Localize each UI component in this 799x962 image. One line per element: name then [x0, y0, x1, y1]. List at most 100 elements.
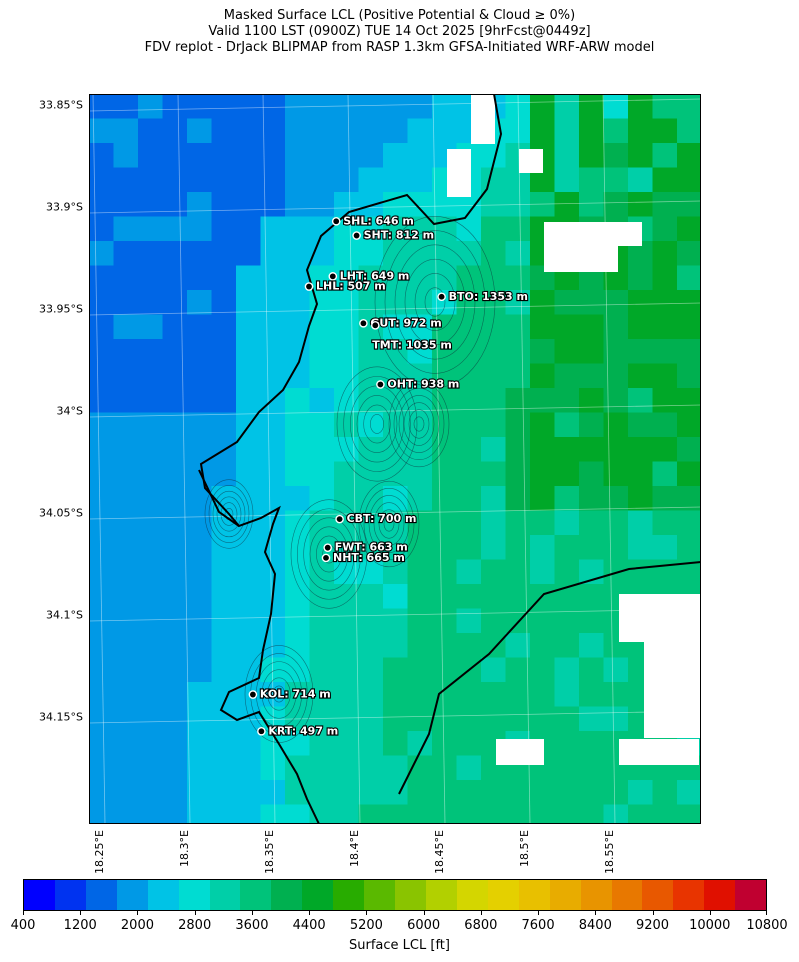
colorbar-tickmark	[251, 911, 253, 915]
colorbar-tickmark	[309, 911, 311, 915]
station-marker-shl	[331, 216, 341, 226]
station-oht[interactable]: OHT: 938 m	[376, 376, 460, 392]
station-marker-oht	[376, 380, 385, 389]
colorbar-segment	[54, 880, 86, 910]
station-bto[interactable]: BTO: 1353 m	[437, 289, 529, 304]
lon-label: 18.25°E	[93, 830, 106, 874]
colorbar-tickmark	[538, 911, 540, 915]
station-cbt[interactable]: CBT: 700 m	[335, 511, 418, 526]
colorbar-tickmark	[709, 911, 711, 915]
colorbar-tick-label: 8400	[578, 918, 612, 933]
station-marker-lhl	[304, 282, 314, 291]
station-label-krt: KRT: 497 m	[268, 724, 338, 737]
colorbar-tick-label: 10800	[746, 918, 788, 933]
station-marker-fwt	[323, 543, 332, 552]
map-area[interactable]: SHL: 646 m SHT: 812 m LHT: 649 m LHL: 507 m…	[89, 94, 701, 824]
colorbar-segment	[425, 880, 457, 910]
terrain-contours	[204, 215, 496, 743]
lat-label: 33.85°S	[39, 98, 83, 112]
colorbar-segment	[240, 880, 272, 910]
colorbar-segment	[271, 880, 303, 910]
colorbar-tick-label: 7600	[521, 918, 555, 933]
station-label-lhl: LHL: 507 m	[316, 280, 386, 293]
colorbar-segment	[704, 880, 736, 910]
station-label-gut: GUT: 972 m	[370, 316, 441, 329]
colorbar-tick-label: 2000	[120, 918, 154, 933]
colorbar-segment	[333, 880, 365, 910]
colorbar-tickmark	[194, 911, 196, 915]
lat-label: 34.05°S	[39, 506, 83, 520]
colorbar-tickmark	[595, 911, 597, 915]
station-marker-tmt	[370, 321, 380, 330]
title-line-2: Valid 1100 LST (0900Z) TUE 14 Oct 2025 […	[208, 24, 591, 39]
station-lht[interactable]: LHT: 649 m	[328, 268, 411, 283]
colorbar-segment	[178, 880, 210, 910]
station-lhl[interactable]: LHL: 507 m	[304, 278, 387, 294]
station-krt[interactable]: KRT: 497 m	[257, 723, 339, 738]
colorbar-segment	[85, 880, 117, 910]
station-tmt[interactable]: TMT: 1035 m	[370, 321, 453, 352]
station-label-tmt: TMT: 1035 m	[372, 338, 452, 351]
station-label-fwt: FWT: 663 m	[335, 541, 408, 554]
colorbar-segment	[518, 880, 550, 910]
masked-cells	[447, 94, 701, 765]
lon-label: 18.35°E	[263, 830, 276, 874]
station-marker-gut	[359, 318, 368, 328]
colorbar-label: Surface LCL [ft]	[349, 938, 450, 953]
colorbar-segment	[673, 880, 705, 910]
station-nht[interactable]: NHT: 665 m	[321, 550, 406, 565]
colorbar-segment	[147, 880, 179, 910]
colorbar-segment	[456, 880, 488, 910]
lat-label: 34.1°S	[46, 608, 83, 622]
colorbar-tickmark	[137, 911, 139, 915]
station-label-cbt: CBT: 700 m	[347, 512, 417, 525]
lon-label: 18.45°E	[433, 830, 446, 874]
colorbar-tickmark	[766, 911, 767, 915]
station-sht[interactable]: SHT: 812 m	[352, 227, 435, 243]
colorbar-tick-label: 1200	[63, 918, 97, 933]
colorbar-tickmark	[366, 911, 368, 915]
station-label-oht: OHT: 938 m	[387, 377, 459, 390]
colorbar-segment	[580, 880, 612, 910]
colorbar-segment	[611, 880, 643, 910]
colorbar-tickmark	[80, 911, 82, 915]
title-line-3: FDV replot - DrJack BLIPMAP from RASP 1.…	[144, 40, 655, 55]
station-label-lht: LHT: 649 m	[340, 269, 410, 282]
station-label-sht: SHT: 812 m	[364, 229, 435, 242]
colorbar-tick-label: 6800	[464, 918, 498, 933]
colorbar-tick-label: 10000	[689, 918, 731, 933]
colorbar-tickmark	[423, 911, 425, 915]
colorbar-segment	[364, 880, 396, 910]
lat-label: 33.95°S	[39, 302, 83, 316]
station-gut[interactable]: GUT: 972 m	[359, 315, 443, 330]
lat-label: 34.15°S	[39, 710, 83, 724]
colorbar-tick-label: 400	[10, 918, 36, 933]
lon-label: 18.4°E	[348, 830, 361, 867]
colorbar-segment	[24, 880, 55, 910]
colorbar-tick-label: 5200	[349, 918, 383, 933]
station-label-nht: NHT: 665 m	[333, 551, 405, 564]
lon-label: 18.3°E	[178, 830, 191, 867]
station-marker-lht	[328, 272, 338, 281]
station-label-bto: BTO: 1353 m	[449, 290, 528, 303]
colorbar-segment	[642, 880, 674, 910]
station-fwt[interactable]: FWT: 663 m	[323, 540, 409, 555]
station-kol[interactable]: KOL: 714 m	[248, 686, 332, 702]
title-line-1: Masked Surface LCL (Positive Potential &…	[223, 8, 576, 23]
colorbar-tick-label: 2800	[178, 918, 212, 933]
colorbar-tickmark	[23, 911, 24, 915]
colorbar-segment	[549, 880, 581, 910]
colorbar-tick-label: 6000	[407, 918, 441, 933]
station-label-shl: SHL: 646 m	[343, 214, 414, 227]
colorbar-tick-label: 4400	[292, 918, 326, 933]
station-marker-sht	[352, 231, 361, 240]
colorbar-segment	[487, 880, 519, 910]
lon-label: 18.55°E	[603, 830, 616, 874]
lat-label: 34°S	[56, 404, 83, 418]
colorbar-segment	[302, 880, 334, 910]
colorbar	[23, 879, 767, 911]
station-shl[interactable]: SHL: 646 m	[331, 213, 415, 228]
colorbar-tickmark	[480, 911, 482, 915]
